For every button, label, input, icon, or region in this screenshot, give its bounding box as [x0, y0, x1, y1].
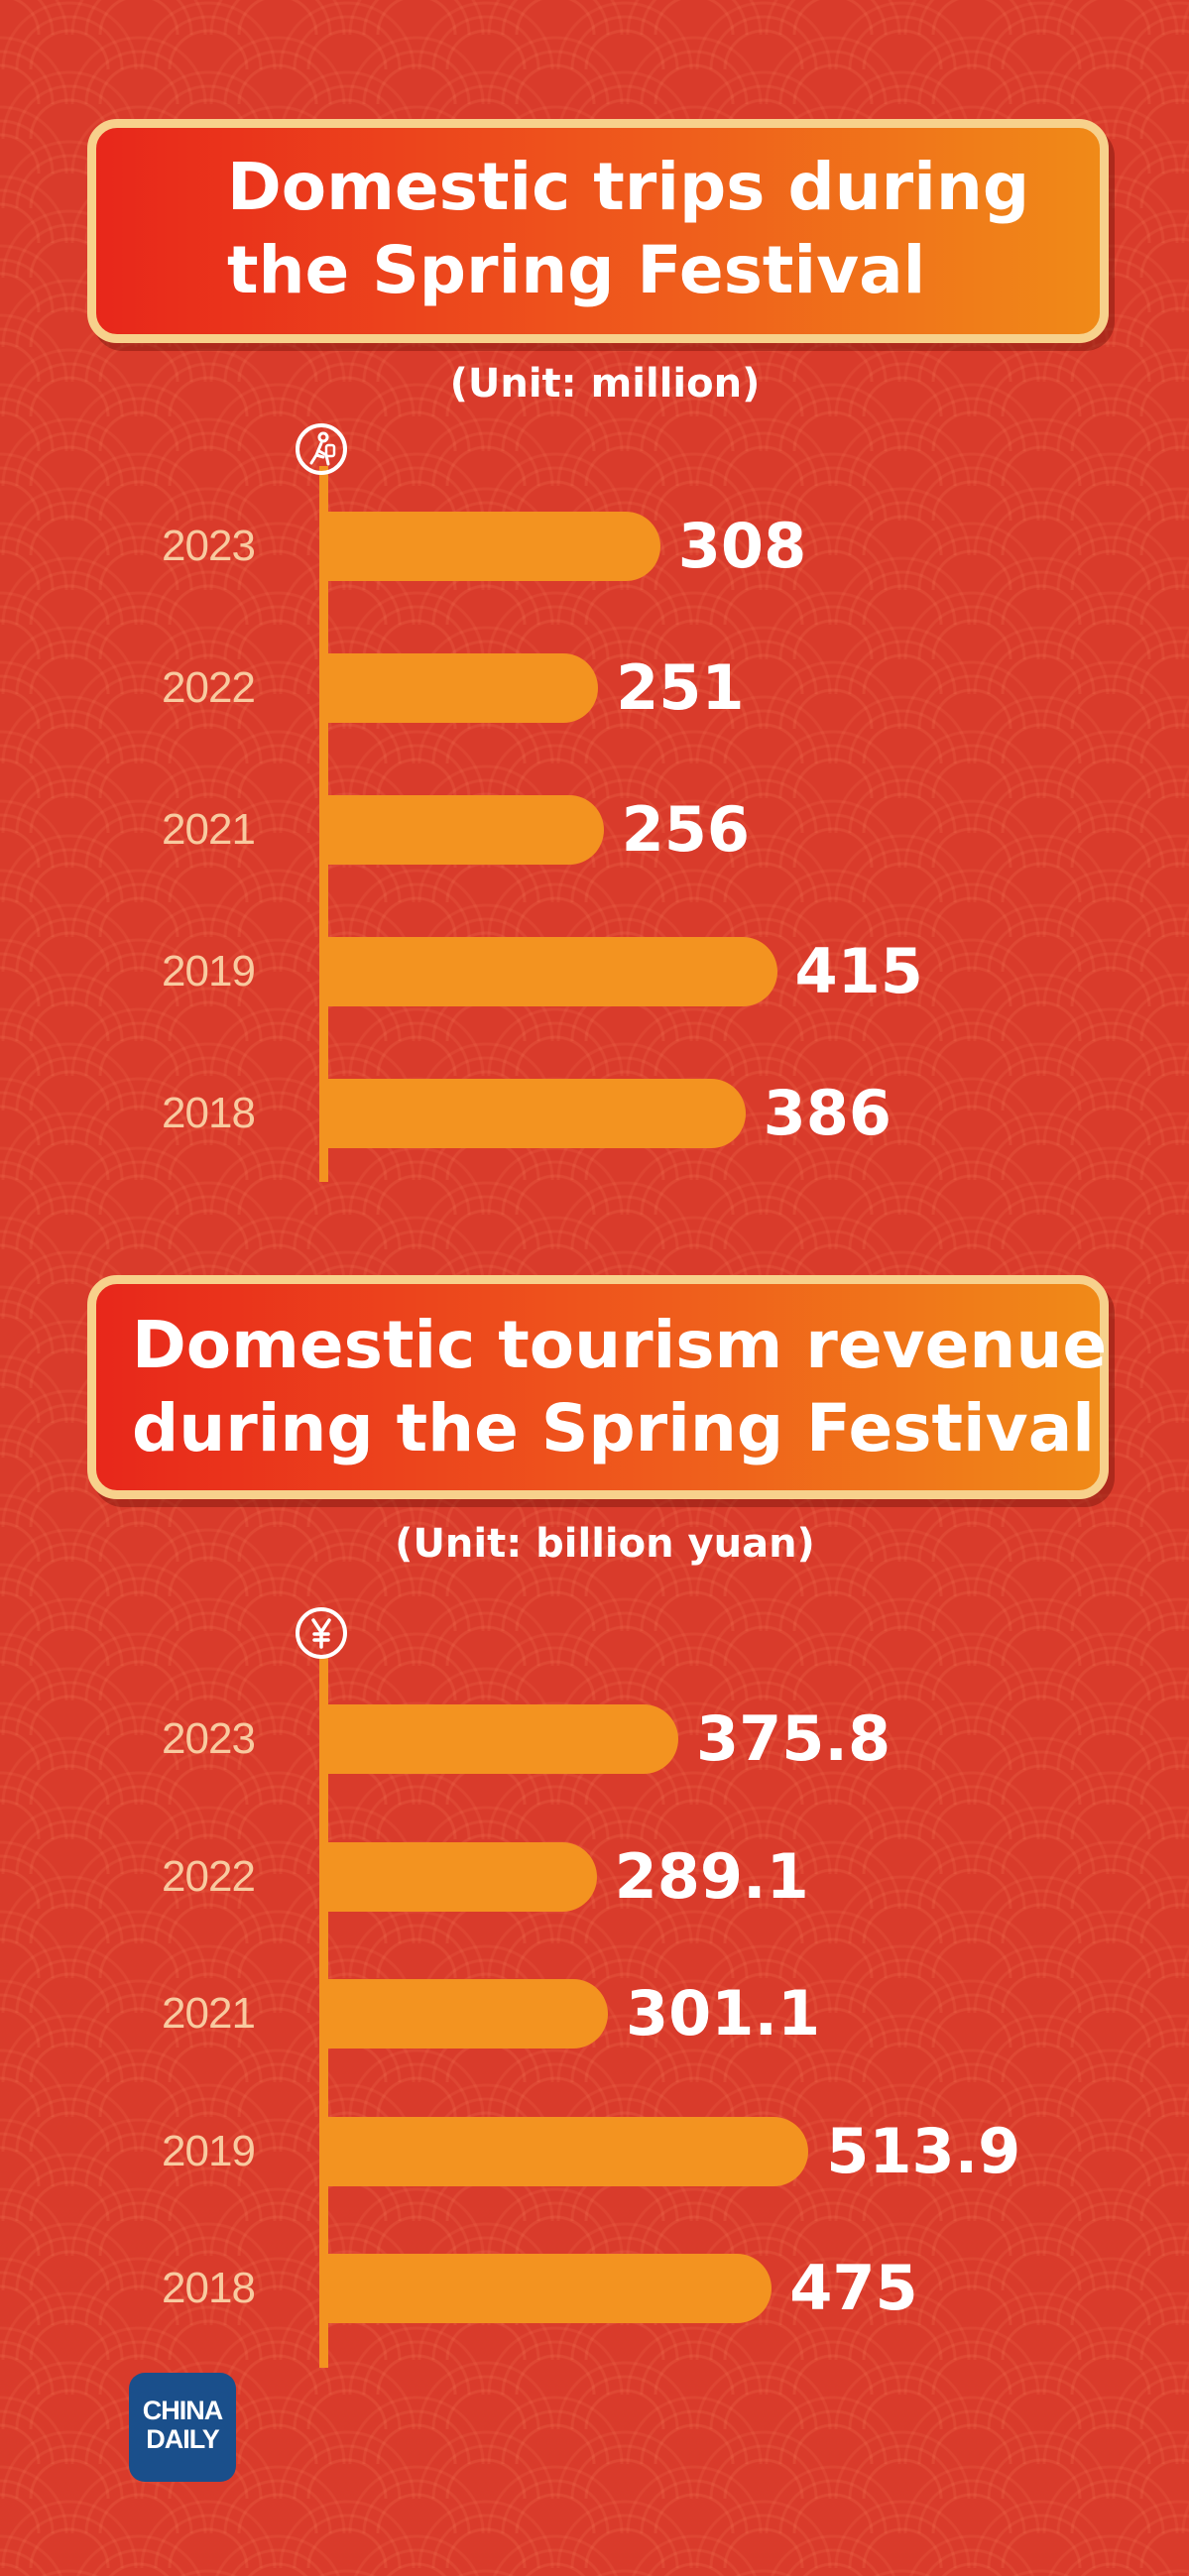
trips-bar	[324, 653, 599, 723]
revenue-value-label: 513.9	[826, 2114, 1021, 2187]
trips-bar	[324, 1079, 746, 1148]
trips-year-label: 2022	[162, 663, 256, 712]
revenue-value-label: 301.1	[626, 1977, 821, 2049]
revenue-bar	[324, 1841, 597, 1912]
trips-unit-label: (Unit: million)	[449, 361, 761, 407]
trips-value-label: 386	[763, 1077, 892, 1149]
trips-year-label: 2021	[162, 805, 256, 854]
revenue-bar	[324, 2116, 809, 2186]
trips-chart-title: Domestic trips during the Spring Festiva…	[87, 119, 1109, 343]
logo-line-1: CHINA	[142, 2396, 224, 2425]
trips-bar	[324, 795, 604, 865]
revenue-axis-line	[319, 1658, 328, 2368]
revenue-chart-title: Domestic tourism revenue during the Spri…	[87, 1275, 1109, 1499]
revenue-bar	[324, 1979, 609, 2049]
trips-axis-line	[319, 466, 328, 1182]
trips-value-label: 308	[677, 510, 807, 582]
revenue-year-label: 2021	[162, 1989, 256, 2038]
revenue-bar	[324, 2254, 773, 2323]
revenue-value-label: 475	[789, 2252, 918, 2324]
revenue-year-label: 2022	[162, 1851, 256, 1901]
revenue-year-label: 2023	[162, 1714, 256, 1763]
revenue-bar	[324, 1704, 678, 1774]
traveler-icon	[296, 423, 347, 475]
china-daily-logo: CHINA DAILY	[129, 2373, 236, 2482]
trips-value-label: 251	[616, 651, 745, 724]
trips-year-label: 2019	[162, 947, 256, 995]
trips-year-label: 2023	[162, 522, 256, 570]
trips-value-label: 256	[621, 793, 751, 866]
revenue-title-line-2: during the Spring Festival	[132, 1390, 1095, 1466]
trips-title-line-1: Domestic trips during	[227, 149, 1030, 225]
trips-title-line-2: the Spring Festival	[227, 232, 926, 308]
revenue-year-label: 2018	[162, 2264, 256, 2312]
revenue-unit-label: (Unit: billion yuan)	[395, 1521, 815, 1567]
revenue-value-label: 375.8	[696, 1702, 892, 1775]
trips-bar	[324, 512, 660, 581]
yuan-icon	[296, 1607, 347, 1659]
logo-line-2: DAILY	[146, 2424, 220, 2454]
trips-year-label: 2018	[162, 1089, 256, 1137]
revenue-title-line-1: Domestic tourism revenue	[132, 1307, 1108, 1383]
trips-bar	[324, 937, 777, 1006]
trips-value-label: 415	[794, 935, 923, 1007]
revenue-year-label: 2019	[162, 2126, 256, 2175]
revenue-value-label: 289.1	[614, 1839, 809, 1913]
